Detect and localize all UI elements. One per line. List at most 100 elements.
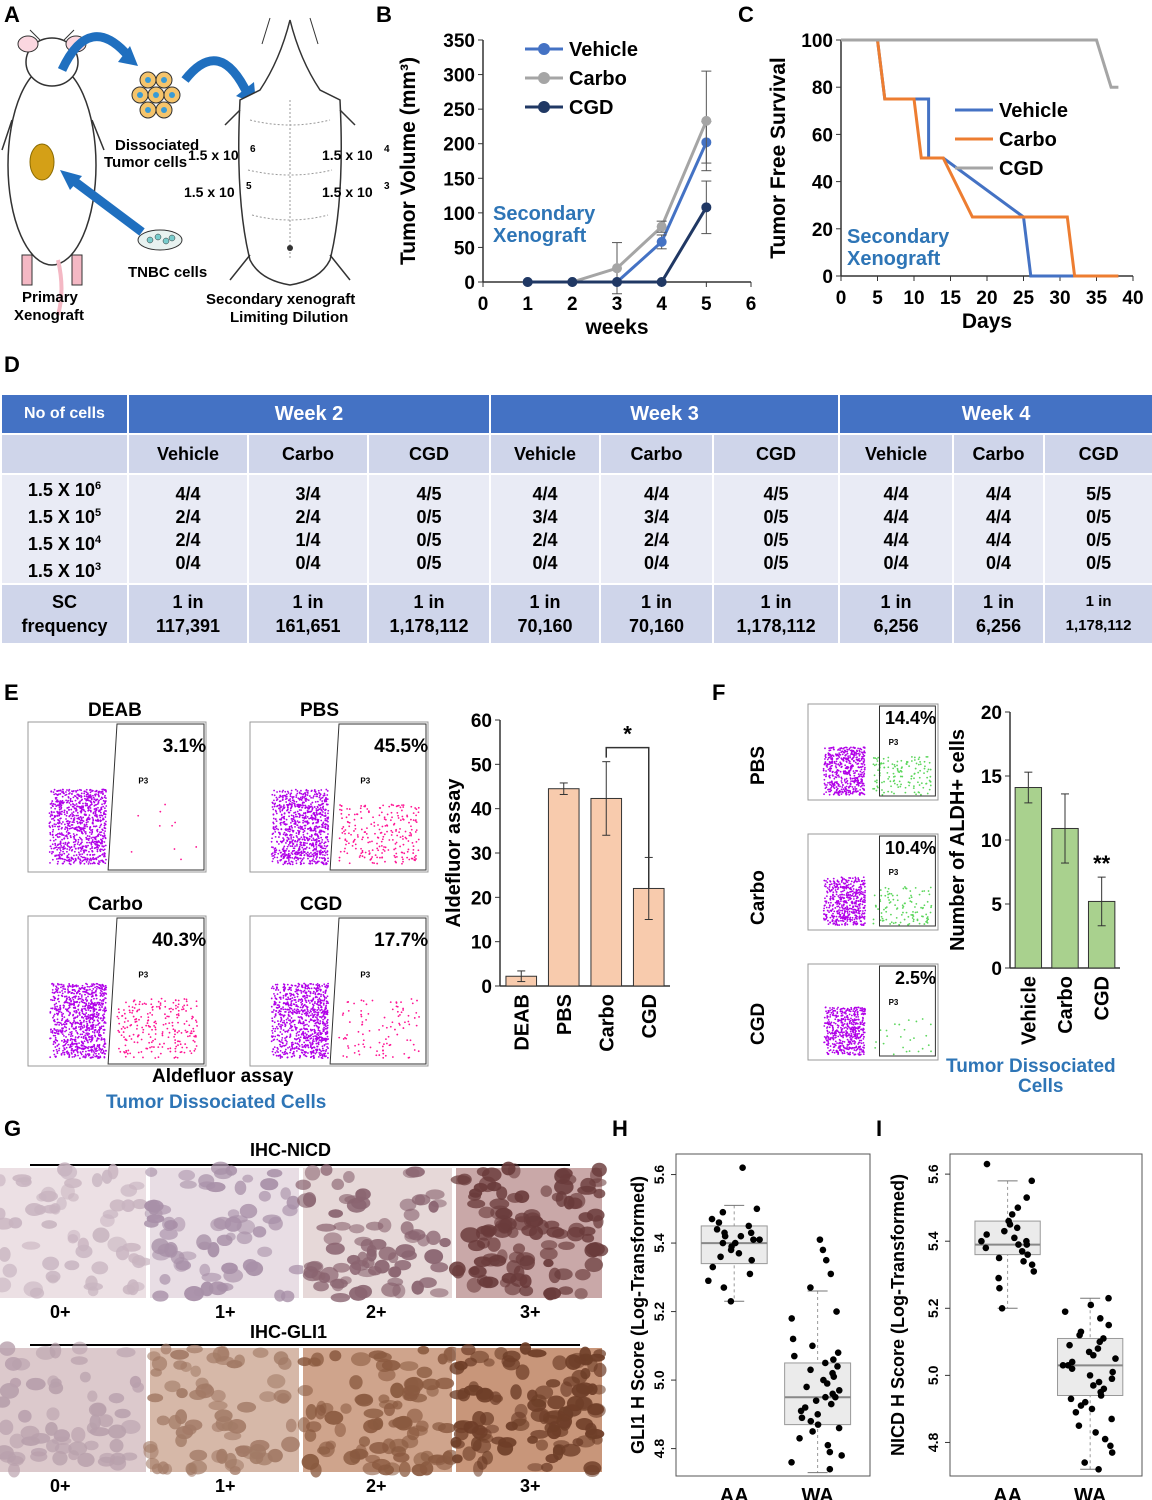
facs-event xyxy=(93,1031,96,1034)
facs-event xyxy=(410,833,413,836)
facs-event xyxy=(154,1033,157,1035)
facs-event xyxy=(59,1007,62,1010)
facs-event xyxy=(342,826,345,828)
facs-event xyxy=(289,992,291,995)
facs-event xyxy=(854,776,857,779)
facs-event xyxy=(823,782,826,785)
facs-event xyxy=(378,1054,381,1056)
facs-event xyxy=(412,819,415,821)
facs-event xyxy=(65,1026,68,1029)
facs-event xyxy=(300,1001,302,1004)
facs-event xyxy=(56,991,59,994)
facs-event xyxy=(831,771,834,774)
facs-event xyxy=(353,818,356,821)
facs-event xyxy=(73,1007,75,1009)
table-cell: 0/5 xyxy=(416,530,442,550)
facs-event xyxy=(401,856,404,859)
facs-event xyxy=(99,848,102,851)
facs-event xyxy=(69,1012,71,1015)
facs-event xyxy=(302,1053,305,1056)
facs-event xyxy=(124,1017,127,1020)
facs-event xyxy=(360,1013,363,1016)
facs-event xyxy=(167,1036,170,1039)
facs-event xyxy=(285,797,288,800)
facs-event xyxy=(345,843,347,846)
facs-event xyxy=(297,821,300,824)
facs-event xyxy=(64,1048,66,1051)
facs-event xyxy=(290,860,293,863)
facs-event xyxy=(84,1045,87,1048)
facs-event xyxy=(89,1015,91,1017)
facs-event xyxy=(287,844,290,846)
facs-event xyxy=(304,827,306,830)
panel-label-d: D xyxy=(4,352,20,377)
facs-event xyxy=(834,765,837,767)
facs-event xyxy=(376,842,378,845)
facs-event xyxy=(76,1031,79,1034)
facs-event xyxy=(317,1034,320,1037)
facs-event xyxy=(367,836,369,839)
facs-event xyxy=(321,1038,323,1041)
facs-event xyxy=(65,1023,68,1025)
facs-event xyxy=(371,849,374,852)
facs-event xyxy=(307,799,310,802)
facs-event xyxy=(50,1031,52,1033)
facs-event xyxy=(845,757,847,760)
facs-event xyxy=(321,984,324,987)
facs-event xyxy=(301,1032,304,1035)
facs-event xyxy=(320,1006,323,1009)
panel-label-h: H xyxy=(612,1116,628,1141)
facs-event xyxy=(345,816,348,819)
facs-event xyxy=(307,1025,310,1027)
facs-event xyxy=(848,772,850,775)
facs-event xyxy=(316,1009,319,1011)
facs-event xyxy=(57,1010,60,1013)
facs-event xyxy=(79,1026,82,1028)
facs-event xyxy=(367,841,370,844)
facs-event xyxy=(314,1002,316,1005)
facs-event xyxy=(277,852,280,855)
facs-event xyxy=(83,862,86,865)
facs-event xyxy=(279,809,281,811)
facs-event xyxy=(348,1021,351,1023)
facs-event xyxy=(72,841,75,844)
facs-event xyxy=(324,798,326,801)
facs-event xyxy=(379,832,382,834)
facs-event xyxy=(391,839,394,841)
facs-event xyxy=(94,842,96,845)
legend-label-carbo: Carbo xyxy=(999,129,1057,151)
facs-event xyxy=(323,1024,326,1026)
facs-event xyxy=(131,1006,134,1009)
facs-event xyxy=(827,768,830,771)
facs-event xyxy=(306,821,309,824)
facs-event xyxy=(318,844,321,847)
facs-event xyxy=(289,1004,292,1006)
facs-event xyxy=(117,1008,120,1011)
facs-event xyxy=(67,856,70,859)
facs-event xyxy=(275,997,278,1000)
facs-event xyxy=(322,1049,325,1052)
facs-event xyxy=(318,851,321,854)
facs-event xyxy=(90,801,93,804)
facs-event xyxy=(860,768,863,771)
facs-event xyxy=(100,994,103,997)
facs-event xyxy=(49,839,52,842)
facs-event xyxy=(292,836,295,839)
facs-event xyxy=(353,1051,356,1054)
facs-event xyxy=(291,1013,294,1015)
facs-event xyxy=(838,752,841,755)
facs-event xyxy=(303,854,306,856)
data-point-carbo xyxy=(701,115,712,126)
facs-event xyxy=(291,856,294,859)
facs-event xyxy=(60,854,63,857)
facs-event xyxy=(95,835,98,838)
facs-event xyxy=(312,1051,315,1054)
facs-event xyxy=(53,999,56,1002)
facs-event xyxy=(101,829,104,832)
facs-event xyxy=(827,788,829,791)
facs-event xyxy=(318,830,321,833)
facs-event xyxy=(326,995,329,998)
facs-event xyxy=(318,1026,320,1029)
facs-event xyxy=(318,796,321,799)
facs-event xyxy=(63,988,66,990)
